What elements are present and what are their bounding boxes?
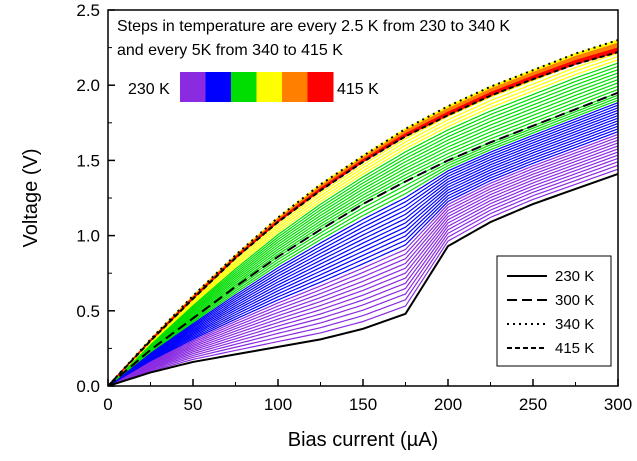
series-line (108, 39, 618, 386)
legend-label: 415 K (555, 340, 594, 357)
colorbar-swatch (205, 72, 232, 102)
temperature-curve (108, 102, 618, 386)
x-tick-label: 300 (604, 395, 632, 414)
temperature-curve (108, 55, 618, 386)
colorbar-swatch (256, 72, 283, 102)
temperature-curve (108, 122, 618, 386)
temperature-curve (108, 133, 618, 386)
temperature-curve (108, 78, 618, 386)
y-tick-label: 2.0 (76, 76, 100, 95)
legend-label: 340 K (555, 316, 594, 333)
colorbar-min-label: 230 K (128, 81, 170, 98)
y-tick-label: 1.5 (76, 151, 100, 170)
temperature-curve (108, 69, 618, 386)
temperature-curve (108, 85, 618, 386)
colorbar-max-label: 415 K (337, 81, 379, 98)
series-line (108, 51, 618, 386)
y-tick-label: 0.0 (76, 377, 100, 396)
colorbar-swatch (307, 72, 334, 102)
x-tick-label: 150 (349, 395, 377, 414)
x-axis-title: Bias current (µA) (288, 429, 438, 451)
temperature-curve (108, 120, 618, 386)
temperature-curve (108, 117, 618, 386)
colorbar-swatch (231, 72, 257, 102)
series-line (108, 172, 618, 386)
temperature-curve (108, 114, 618, 386)
temperature-curve (108, 65, 618, 386)
y-tick-label: 2.5 (76, 1, 100, 20)
colorbar: 230 K 415 K (128, 72, 379, 102)
x-tick-label: 50 (184, 395, 203, 414)
colorbar-swatches (180, 72, 334, 102)
temperature-curve (108, 88, 618, 386)
temperature-curve (108, 157, 618, 386)
temperature-curve (108, 142, 618, 386)
y-tick-label: 1.0 (76, 227, 100, 246)
temperature-curve (108, 139, 618, 386)
temperature-curve (108, 151, 618, 386)
axis-ticks: 0 50 100 150 200 250 300 0.0 0.5 1.0 1.5 2.0 2.5 (76, 1, 632, 414)
temperature-curve (108, 52, 618, 386)
y-tick-label: 0.5 (76, 302, 100, 321)
temperature-curve (108, 99, 618, 386)
annotation-line-1: Steps in temperature are every 2.5 K fro… (117, 18, 510, 35)
temperature-curve (108, 125, 618, 386)
series-line (108, 91, 618, 386)
temperature-curve (108, 72, 618, 386)
x-tick-label: 200 (434, 395, 462, 414)
temperature-curve (108, 128, 618, 386)
temperature-curve (108, 161, 618, 386)
temperature-curve (108, 131, 618, 386)
temperature-curve (108, 59, 618, 386)
temperature-curve (108, 97, 618, 386)
reference-curves (108, 39, 618, 386)
temperature-curve (108, 75, 618, 386)
temperature-curve (108, 112, 618, 386)
temperature-curve (108, 148, 618, 386)
temperature-curve (108, 154, 618, 386)
temperature-curve (108, 82, 618, 386)
x-tick-label: 100 (264, 395, 292, 414)
temperature-curve (108, 94, 618, 386)
legend-label: 300 K (555, 292, 594, 309)
x-tick-label: 0 (103, 395, 112, 414)
legend-label: 230 K (555, 268, 594, 285)
colorbar-swatch (180, 72, 206, 102)
annotation: Steps in temperature are every 2.5 K fro… (117, 18, 510, 59)
temperature-curve (108, 62, 618, 386)
temperature-curve (108, 164, 618, 386)
x-tick-label: 250 (519, 395, 547, 414)
temperature-curve (108, 168, 618, 386)
temperature-curve (108, 109, 618, 386)
temperature-curve (108, 145, 618, 386)
colorbar-swatch (282, 72, 308, 102)
annotation-line-2: and every 5K from 340 to 415 K (117, 42, 343, 59)
y-axis-title: Voltage (V) (20, 149, 42, 248)
temperature-curve (108, 136, 618, 386)
temperature-curve (108, 104, 618, 386)
temperature-curve (108, 107, 618, 386)
legend: 230 K 300 K 340 K 415 K (496, 255, 612, 367)
legend-items: 230 K 300 K 340 K 415 K (507, 268, 594, 357)
